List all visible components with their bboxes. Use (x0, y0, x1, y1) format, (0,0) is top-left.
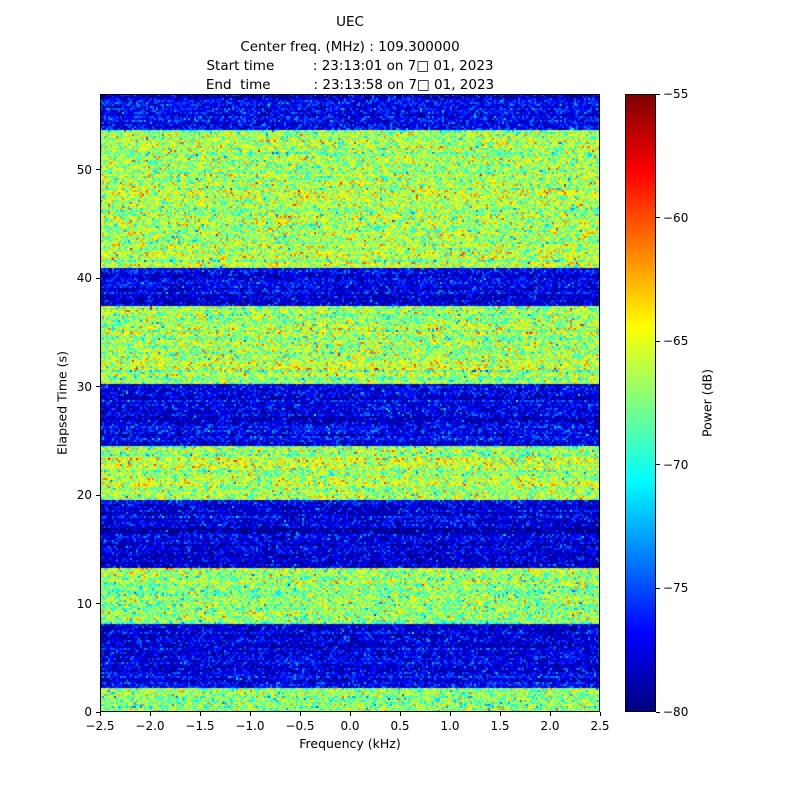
x-tick-mark (149, 712, 151, 716)
y-tick-mark (96, 711, 100, 713)
colorbar-label: Power (dB) (699, 368, 715, 438)
colorbar-tick-mark (656, 587, 660, 589)
chart-title: UEC (336, 14, 364, 30)
colorbar-tick-mark (656, 711, 660, 713)
end-time-line: End time : 23:13:58 on 7□ 01, 2023 (205, 77, 495, 93)
x-tick-mark (399, 712, 401, 716)
y-tick-label: 50 (76, 162, 92, 177)
x-tick-label: −2.5 (85, 719, 115, 733)
x-tick-label: 2.5 (590, 719, 610, 733)
y-tick-mark (96, 603, 100, 605)
colorbar-tick-mark (656, 93, 660, 95)
colorbar-tick-mark (656, 217, 660, 219)
y-tick-mark (96, 169, 100, 171)
spectrogram-heatmap (100, 94, 600, 712)
x-tick-label: −2.0 (135, 719, 165, 733)
x-tick-mark (99, 712, 101, 716)
colorbar-tick-mark (656, 340, 660, 342)
plot-area (100, 94, 600, 712)
y-tick-label: 10 (76, 596, 92, 611)
x-tick-mark (549, 712, 551, 716)
start-time-line: Start time : 23:13:01 on 7□ 01, 2023 (206, 58, 494, 74)
colorbar-tick-label: −65 (663, 334, 689, 349)
x-tick-mark (249, 712, 251, 716)
y-tick-label: 0 (84, 705, 92, 719)
x-tick-label: 2.0 (540, 719, 560, 733)
x-tick-label: 0.0 (340, 719, 360, 733)
x-tick-mark (599, 712, 601, 716)
x-tick-mark (349, 712, 351, 716)
x-tick-mark (449, 712, 451, 716)
x-tick-label: 1.0 (440, 719, 460, 733)
y-tick-label: 40 (76, 271, 92, 286)
x-tick-label: −1.5 (185, 719, 215, 733)
center-freq-line: Center freq. (MHz) : 109.300000 (240, 39, 460, 55)
y-tick-label: 20 (76, 488, 92, 503)
x-tick-label: −1.0 (235, 719, 265, 733)
colorbar-gradient (626, 95, 655, 711)
colorbar-tick-mark (656, 464, 660, 466)
y-tick-mark (96, 494, 100, 496)
x-tick-mark (499, 712, 501, 716)
x-axis-label: Frequency (kHz) (299, 736, 401, 751)
y-axis-label: Elapsed Time (s) (54, 351, 70, 455)
x-tick-label: 1.5 (490, 719, 510, 733)
colorbar-tick-label: −80 (663, 705, 689, 719)
x-tick-mark (299, 712, 301, 716)
colorbar-tick-label: −70 (663, 457, 689, 472)
x-tick-label: −0.5 (285, 719, 315, 733)
colorbar-tick-label: −55 (663, 87, 689, 101)
y-tick-mark (96, 277, 100, 279)
x-tick-mark (199, 712, 201, 716)
colorbar (625, 94, 656, 712)
y-tick-label: 30 (76, 379, 92, 394)
colorbar-tick-label: −60 (663, 210, 689, 225)
y-tick-mark (96, 386, 100, 388)
x-tick-label: 0.5 (390, 719, 410, 733)
colorbar-tick-label: −75 (663, 581, 689, 596)
